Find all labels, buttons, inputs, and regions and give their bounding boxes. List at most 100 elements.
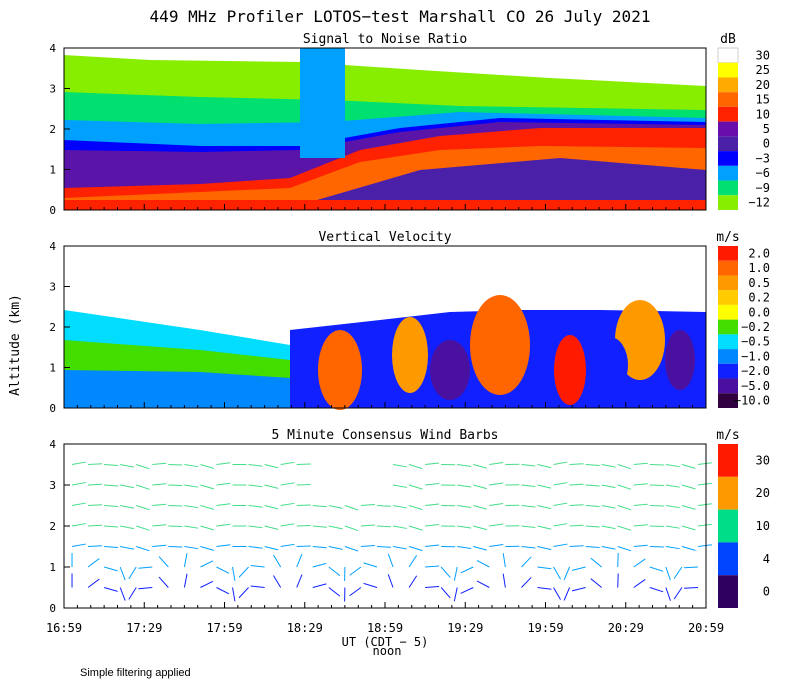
wind-barb-185 [473,505,487,510]
wind-barb-140 [392,525,407,529]
wind-barb-111 [569,545,584,547]
wind-barb-1 [87,578,100,588]
wind-barb-91 [248,546,263,549]
wind-barb-119 [697,544,712,547]
wind-barb-58 [349,566,362,576]
footnote: Simple filtering applied [80,667,191,679]
wind-barb-217 [425,483,440,486]
legend-swatch-snr-5 [718,121,738,137]
wind-barb-26 [476,580,490,588]
wind-barb-138 [360,524,375,527]
wind-barb-42 [103,566,118,572]
vv-downdraft-1 [430,340,470,400]
wind-barb-114 [617,546,632,552]
wind-barb-220 [473,484,487,490]
snr-plot [63,47,707,211]
wind-barb-59 [363,562,378,568]
x-tick-label-1: 17:29 [126,621,162,635]
wind-barb-89 [216,544,231,547]
wind-barb-69 [537,566,552,570]
wind-barb-37 [665,587,671,601]
wind-barb-238 [120,464,135,468]
wind-barb-132 [264,525,279,530]
legend-label-vv-2: 0.5 [748,276,770,290]
wind-barb-208 [200,484,215,490]
wind-barb-181 [408,505,423,511]
wind-barb-84 [136,546,150,552]
panel-title-snr: Signal to Noise Ratio [303,32,467,47]
legend-swatch-vv-9 [718,378,738,394]
legend-label-vv-5: −0.2 [741,320,770,334]
legend-label-snr-7: −3 [756,151,770,165]
wind-barb-232 [665,484,680,488]
wind-barb-79 [683,566,699,569]
wind-barb-164 [136,505,150,511]
wind-barb-190 [553,502,568,506]
wind-barb-96 [328,546,343,550]
legend-swatch-vv-2 [718,275,738,291]
wind-barb-68 [521,556,532,568]
legend-layer: 302520151050−3−6−9−122.01.00.50.20.0−0.2… [717,47,770,608]
wind-barb-93 [280,543,295,547]
wind-barb-76 [649,566,664,572]
wind-barb-265 [633,462,648,465]
legend-label-vv-10: −10.0 [734,394,770,408]
legend-label-snr-4: 10 [756,107,770,121]
wind-barb-75 [633,558,646,568]
wind-barb-19 [363,582,378,588]
legend-swatch-snr-8 [718,165,738,181]
wind-barb-203 [120,484,135,489]
x-tick-label-7: 20:29 [608,621,644,635]
wind-barb-146 [489,523,504,527]
wind-barb-104 [457,546,472,549]
wind-barb-235 [71,461,86,465]
y-tick-label-vv-3: 3 [49,281,56,294]
wind-barb-189 [537,505,552,510]
wind-barb-28 [521,577,532,588]
wind-barb-205 [152,483,167,486]
wind-barb-258 [521,464,536,467]
legend-swatch-vv-6 [718,334,738,350]
wind-barb-191 [569,504,584,506]
wind-barb-224 [537,484,552,489]
wind-barb-145 [473,525,487,531]
wind-barb-56 [328,566,341,577]
wind-barb-64 [453,566,458,581]
x-tick-label-4: 18:59 [367,621,403,635]
wind-barb-101 [408,546,423,552]
wind-plot [63,443,712,609]
wind-barb-95 [312,546,327,549]
wind-barb-71 [563,566,571,581]
wind-barb-256 [489,462,504,465]
legend-swatch-vv-8 [718,363,738,379]
wind-barb-136 [328,525,343,530]
y-tick-label-snr-0: 0 [49,204,56,217]
wind-barb-162 [104,505,119,507]
wind-barb-225 [553,482,568,486]
legend-label-vv-8: −2.0 [741,364,770,378]
wind-barb-92 [264,546,279,551]
wind-barb-182 [425,503,440,506]
unit-vv: m/s [716,230,739,245]
legend-swatch-snr-3 [718,92,738,107]
wind-barb-109 [537,546,552,551]
wind-barb-228 [601,484,616,489]
wind-barb-128 [200,525,215,531]
legend-label-snr-2: 20 [756,78,770,92]
wind-barb-153 [601,525,616,530]
snr-band-darkpurple [300,158,706,205]
wind-barb-110 [553,543,568,547]
wind-barb-99 [376,546,391,548]
y-tick-label-vv-4: 4 [49,240,56,253]
wind-barb-263 [601,464,616,468]
legend-swatch-vv-10 [718,393,738,408]
wind-barb-244 [216,462,231,465]
wind-barb-240 [152,462,167,465]
wind-barb-46 [158,556,169,568]
wind-barb-188 [521,505,536,508]
y-tick-label-snr-3: 3 [49,83,56,96]
wind-barb-108 [521,546,536,549]
wind-barb-27 [502,573,506,588]
wind-barb-45 [138,566,153,569]
